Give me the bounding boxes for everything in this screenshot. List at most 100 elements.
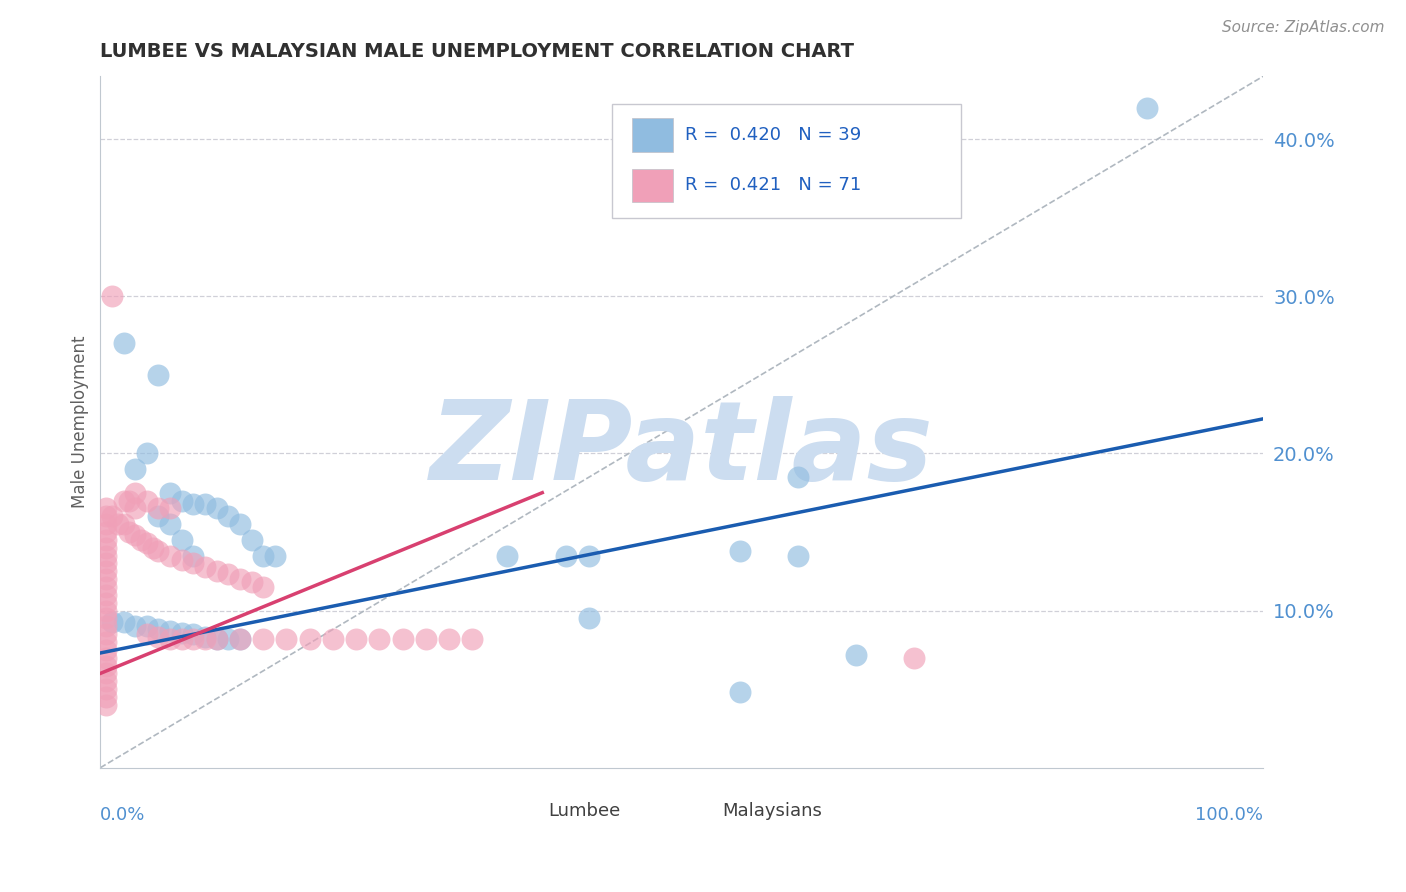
Point (112, 493, 135, 508)
Point (96, 557, 118, 571)
Point (96, 572, 118, 586)
Point (183, 632, 205, 646)
Text: ZIPatlas: ZIPatlas (430, 396, 934, 503)
Point (96, 524, 118, 539)
Text: Malaysians: Malaysians (723, 802, 823, 820)
Point (96, 650, 118, 665)
FancyBboxPatch shape (676, 797, 709, 823)
Point (170, 632, 193, 646)
Point (135, 627, 157, 641)
Point (183, 497, 205, 511)
Point (118, 524, 141, 539)
Point (787, 549, 810, 563)
Point (205, 564, 228, 578)
Point (135, 619, 157, 633)
Point (96, 690, 118, 704)
Point (159, 517, 181, 532)
Point (194, 559, 217, 574)
Point (240, 575, 263, 590)
Point (101, 289, 124, 303)
Point (96, 501, 118, 516)
Point (101, 509, 124, 524)
Point (129, 533, 152, 547)
Point (96, 517, 118, 532)
Point (96, 549, 118, 563)
Point (170, 493, 193, 508)
Point (461, 632, 484, 646)
Point (96, 603, 118, 617)
Point (439, 632, 461, 646)
Point (148, 501, 170, 516)
Point (252, 580, 274, 594)
Point (205, 501, 228, 516)
Point (112, 336, 135, 351)
Point (1136, 101, 1159, 115)
Point (496, 549, 519, 563)
Point (903, 650, 925, 665)
Point (96, 541, 118, 555)
Point (217, 567, 239, 582)
Point (124, 462, 146, 476)
Point (142, 541, 165, 555)
Point (124, 528, 146, 542)
Point (183, 627, 205, 641)
FancyBboxPatch shape (631, 119, 672, 152)
Point (124, 619, 146, 633)
Point (205, 632, 228, 646)
Point (107, 517, 129, 532)
Point (170, 625, 193, 640)
Y-axis label: Male Unemployment: Male Unemployment (72, 335, 89, 508)
Point (229, 632, 252, 646)
Point (159, 501, 181, 516)
Point (148, 630, 170, 644)
Point (276, 632, 298, 646)
Point (96, 682, 118, 697)
Point (135, 446, 157, 460)
Point (96, 666, 118, 681)
Text: Source: ZipAtlas.com: Source: ZipAtlas.com (1222, 20, 1385, 35)
Point (112, 517, 135, 532)
Point (96, 627, 118, 641)
Point (96, 635, 118, 649)
Point (159, 632, 181, 646)
Point (322, 632, 344, 646)
Point (728, 685, 751, 699)
Point (217, 509, 239, 524)
Point (368, 632, 391, 646)
Point (101, 615, 124, 629)
Point (183, 549, 205, 563)
Text: R =  0.421   N = 71: R = 0.421 N = 71 (685, 177, 862, 194)
Point (124, 501, 146, 516)
Point (229, 632, 252, 646)
Point (96, 611, 118, 625)
Point (118, 493, 141, 508)
Point (96, 564, 118, 578)
Point (344, 632, 367, 646)
Point (229, 517, 252, 532)
Point (148, 509, 170, 524)
Point (170, 533, 193, 547)
Point (112, 615, 135, 629)
Point (415, 632, 437, 646)
Point (135, 493, 157, 508)
Text: 100.0%: 100.0% (1195, 805, 1263, 823)
Point (205, 632, 228, 646)
Point (148, 623, 170, 637)
Point (252, 632, 274, 646)
Point (845, 648, 868, 662)
Point (135, 536, 157, 550)
Point (159, 624, 181, 638)
Point (263, 549, 285, 563)
Point (148, 544, 170, 558)
Point (96, 509, 118, 524)
Point (728, 544, 751, 558)
Point (159, 549, 181, 563)
Text: 0.0%: 0.0% (100, 805, 146, 823)
Point (148, 368, 170, 382)
Point (96, 658, 118, 673)
Text: R =  0.420   N = 39: R = 0.420 N = 39 (685, 126, 862, 144)
Point (554, 549, 576, 563)
Point (252, 549, 274, 563)
Point (96, 533, 118, 547)
Point (194, 632, 217, 646)
